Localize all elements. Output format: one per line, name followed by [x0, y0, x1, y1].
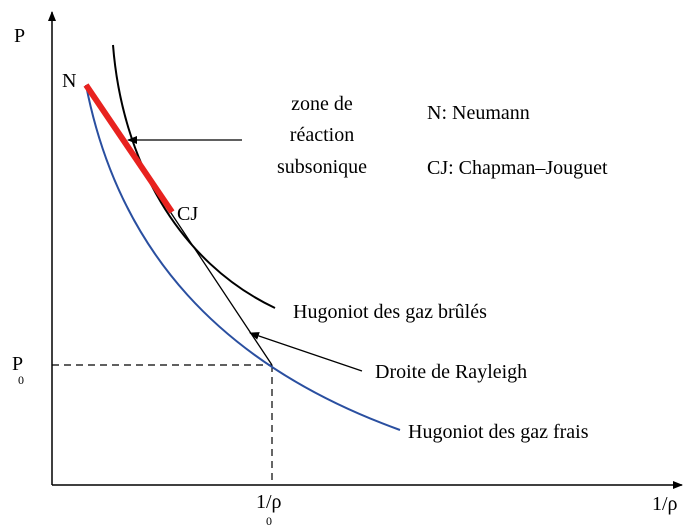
p0-subscript: 0 — [18, 373, 24, 387]
hugoniot-burned-label: Hugoniot des gaz brûlés — [293, 301, 487, 323]
reaction-zone — [83, 83, 175, 214]
x-axis-label: 1/ρ — [652, 493, 678, 515]
legend-entry: CJ: Chapman–Jouguet — [427, 157, 608, 179]
rayleigh-label: Droite de Rayleigh — [375, 361, 527, 383]
rayleigh-arrow — [249, 332, 363, 372]
p0-label: P — [12, 353, 23, 375]
hugoniot-fresh-curve — [85, 84, 401, 431]
point-n-label: N — [62, 70, 76, 92]
y-axis-label: P — [14, 25, 25, 47]
v0-subscript: 0 — [266, 514, 272, 528]
hugoniot-fresh-label: Hugoniot des gaz frais — [408, 421, 589, 443]
point-cj-label: CJ — [177, 203, 198, 225]
v0-label: 1/ρ — [256, 491, 282, 513]
hugoniot-burned-curve — [112, 44, 276, 309]
legend-entry: N: Neumann — [427, 102, 530, 124]
zone-label: subsonique — [277, 156, 367, 178]
zone-label: réaction — [290, 124, 354, 146]
zone-label: zone de — [291, 93, 353, 115]
